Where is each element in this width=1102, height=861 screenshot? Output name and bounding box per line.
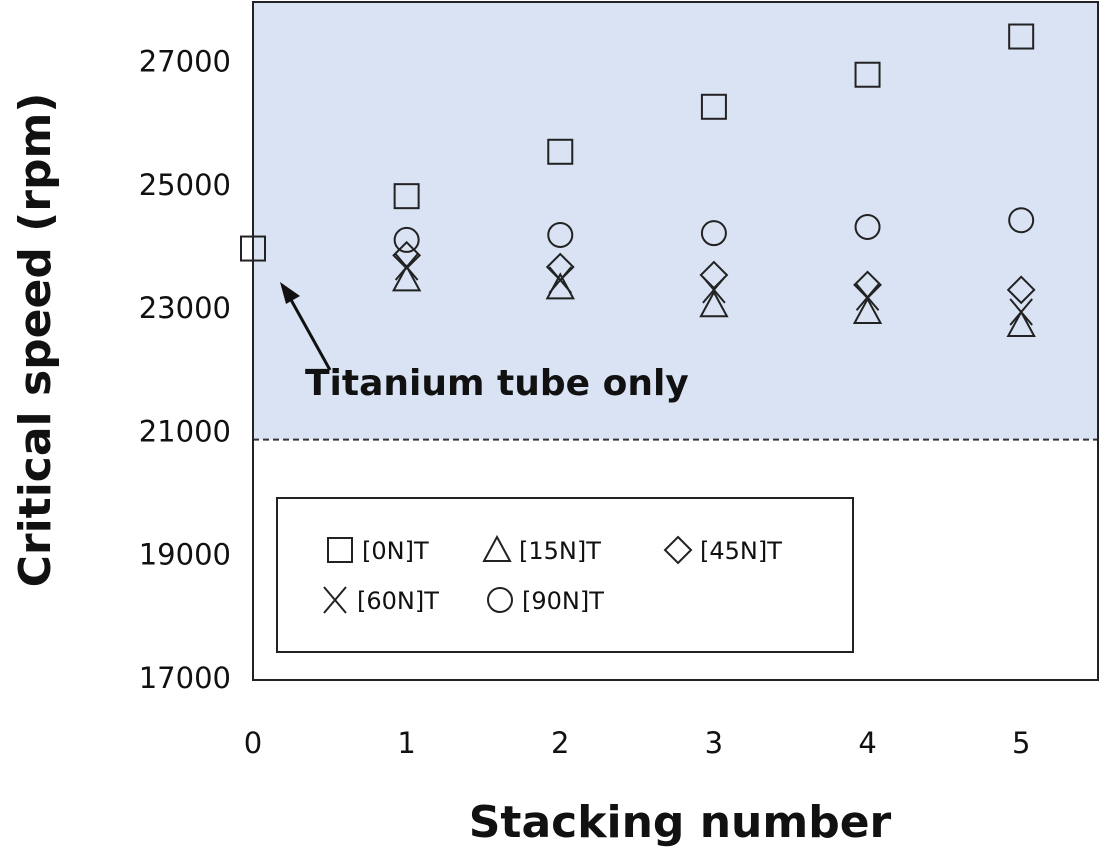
y-tick-label: 19000: [139, 538, 231, 572]
marker-x: [394, 253, 419, 281]
marker-square: [1008, 23, 1035, 50]
marker-x: [702, 276, 726, 304]
marker-circle: [1008, 207, 1035, 234]
marker-triangle: [852, 296, 883, 325]
y-tick-label: 25000: [139, 168, 231, 202]
marker-square: [393, 183, 420, 210]
annotation: Titanium tube only: [305, 363, 689, 404]
legend-label: [45N]T: [700, 537, 782, 565]
y-tick-label: 27000: [139, 45, 231, 79]
arrow-head: [280, 282, 300, 304]
y-axis-label: Critical speed (rpm): [10, 93, 61, 588]
marker-square: [327, 537, 353, 563]
x-tick-label: 2: [551, 726, 569, 760]
marker-circle: [393, 226, 420, 253]
legend-label: [60N]T: [357, 587, 439, 615]
marker-circle: [700, 220, 727, 247]
marker-triangle: [482, 534, 512, 562]
legend-label: [0N]T: [362, 537, 429, 565]
marker-circle: [547, 221, 574, 248]
marker-diamond: [663, 535, 693, 565]
marker-x: [323, 586, 347, 614]
marker-square: [700, 93, 727, 120]
y-tick-label: 23000: [139, 291, 231, 325]
marker-diamond: [699, 260, 729, 290]
marker-triangle: [1006, 309, 1036, 337]
marker-square: [854, 61, 881, 88]
legend-label: [90N]T: [522, 587, 604, 615]
plot-bg: 17000 19000 21000 23000 25000 27000 0 1 2 3 4 5: [139, 1, 1099, 760]
x-tick-label: 1: [397, 726, 415, 760]
marker-square: [547, 138, 574, 165]
legend-box: [276, 497, 854, 653]
x-tick-label: 5: [1012, 726, 1030, 760]
marker-square: [240, 235, 266, 262]
marker-triangle: [699, 290, 729, 318]
marker-x: [855, 283, 880, 311]
y-tick-label: 17000: [139, 661, 231, 695]
y-tick-label: 21000: [139, 414, 231, 448]
legend-label: [15N]T: [519, 537, 601, 565]
marker-triangle: [391, 264, 422, 292]
x-tick-label: 0: [244, 726, 262, 760]
x-tick-label: 4: [858, 726, 876, 760]
x-tick-label: 3: [705, 726, 723, 760]
marker-diamond: [1006, 275, 1036, 305]
x-axis-label: Stacking number: [469, 797, 892, 848]
marker-x: [1009, 298, 1033, 326]
annotation-arrow: [288, 297, 332, 371]
plot: [0N]T [15N]T [45N]T [60N]T [90N]T: [240, 23, 1036, 653]
marker-circle: [487, 587, 513, 613]
marker-circle: [854, 213, 881, 240]
plot-frame: [252, 1, 1099, 681]
marker-x: [548, 266, 573, 294]
shaded-region: [253, 2, 1098, 440]
